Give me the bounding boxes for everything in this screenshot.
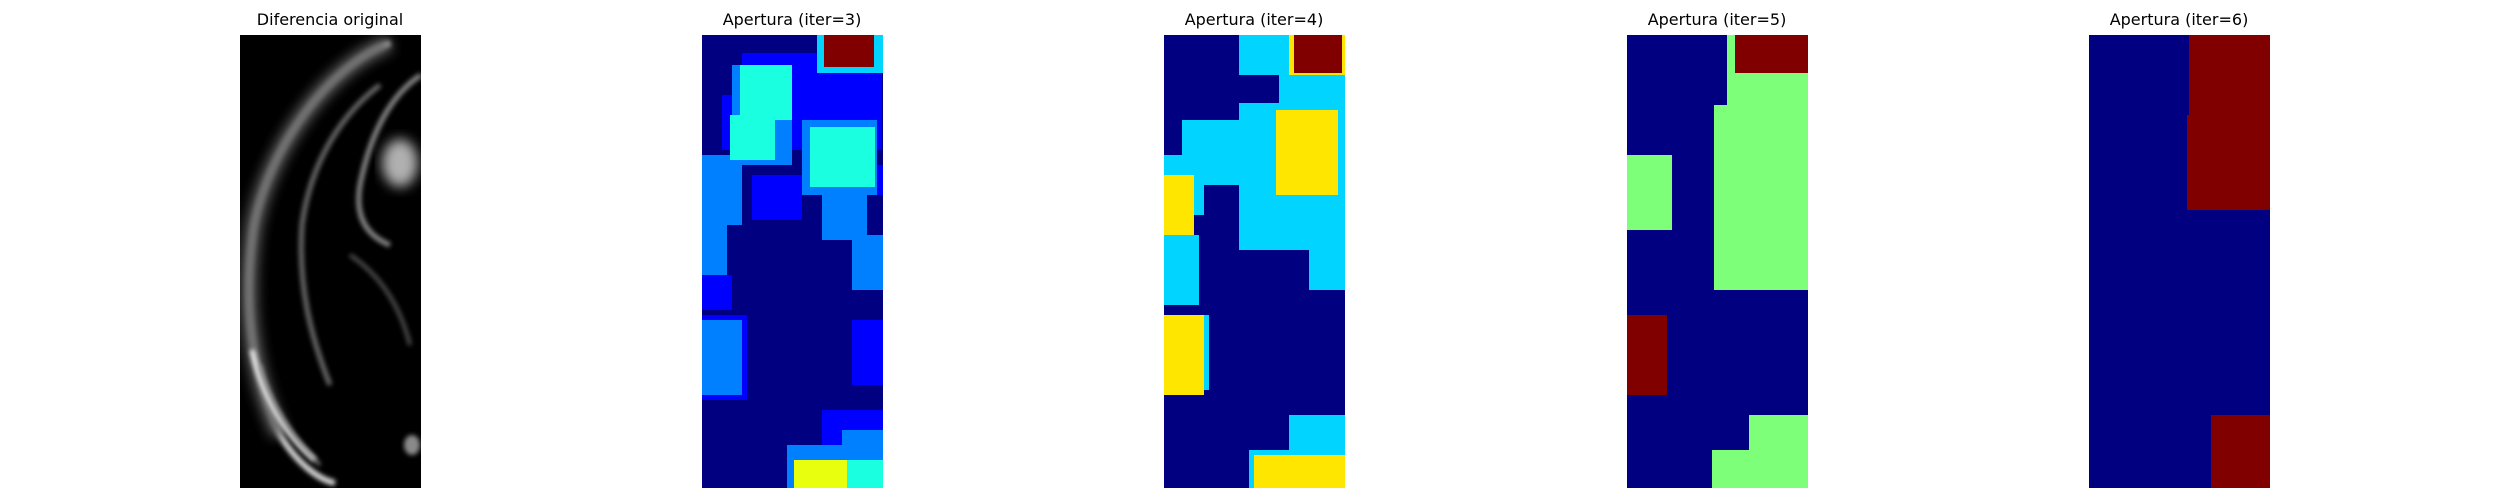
region [847,460,883,488]
bright-spot [404,435,420,455]
region [852,320,883,385]
panel-title-iter6: Apertura (iter=6) [2109,10,2249,29]
region [1289,415,1345,455]
bright-blob [382,139,418,187]
region [824,35,874,67]
jet-segmentation-iter4 [1164,35,1345,488]
region [1164,175,1194,235]
region [852,235,883,290]
region [730,115,775,160]
region [794,460,849,488]
panel-title-iter4: Apertura (iter=4) [1184,10,1324,29]
panel-title-iter3: Apertura (iter=3) [722,10,862,29]
panel-image-iter5 [1627,35,1808,488]
region [1254,455,1345,488]
region [702,275,732,310]
region [1714,105,1808,290]
region [1164,75,1279,103]
region [752,175,802,220]
panel-image-iter3 [702,35,883,488]
inner-arc-3 [348,253,412,346]
inner-arc-1 [298,83,382,386]
panel-image-iter6 [2089,35,2270,488]
region [702,155,742,225]
region [2211,415,2270,488]
region [822,195,867,240]
jet-segmentation-iter6 [2089,35,2270,488]
grayscale-image [240,35,421,488]
region [740,65,792,120]
inner-arc-2 [356,72,421,248]
jet-segmentation-iter5 [1627,35,1808,488]
panel-image-iter4 [1164,35,1345,488]
region [1627,315,1667,395]
bottom-streak-2 [258,364,322,467]
region [1276,110,1338,195]
region [1627,155,1672,230]
region [1164,315,1204,395]
region [1712,450,1808,488]
region [2187,115,2270,210]
region [2189,35,2270,115]
region [702,215,727,275]
region [1309,235,1345,290]
panel-title-original: Diferencia original [256,10,404,29]
region [810,127,875,187]
panel-title-iter5: Apertura (iter=5) [1647,10,1787,29]
jet-segmentation-iter3 [702,35,883,488]
panel-image-original [240,35,421,488]
region [1735,35,1808,73]
region [1164,235,1199,305]
region [702,320,742,395]
region [1294,35,1342,73]
